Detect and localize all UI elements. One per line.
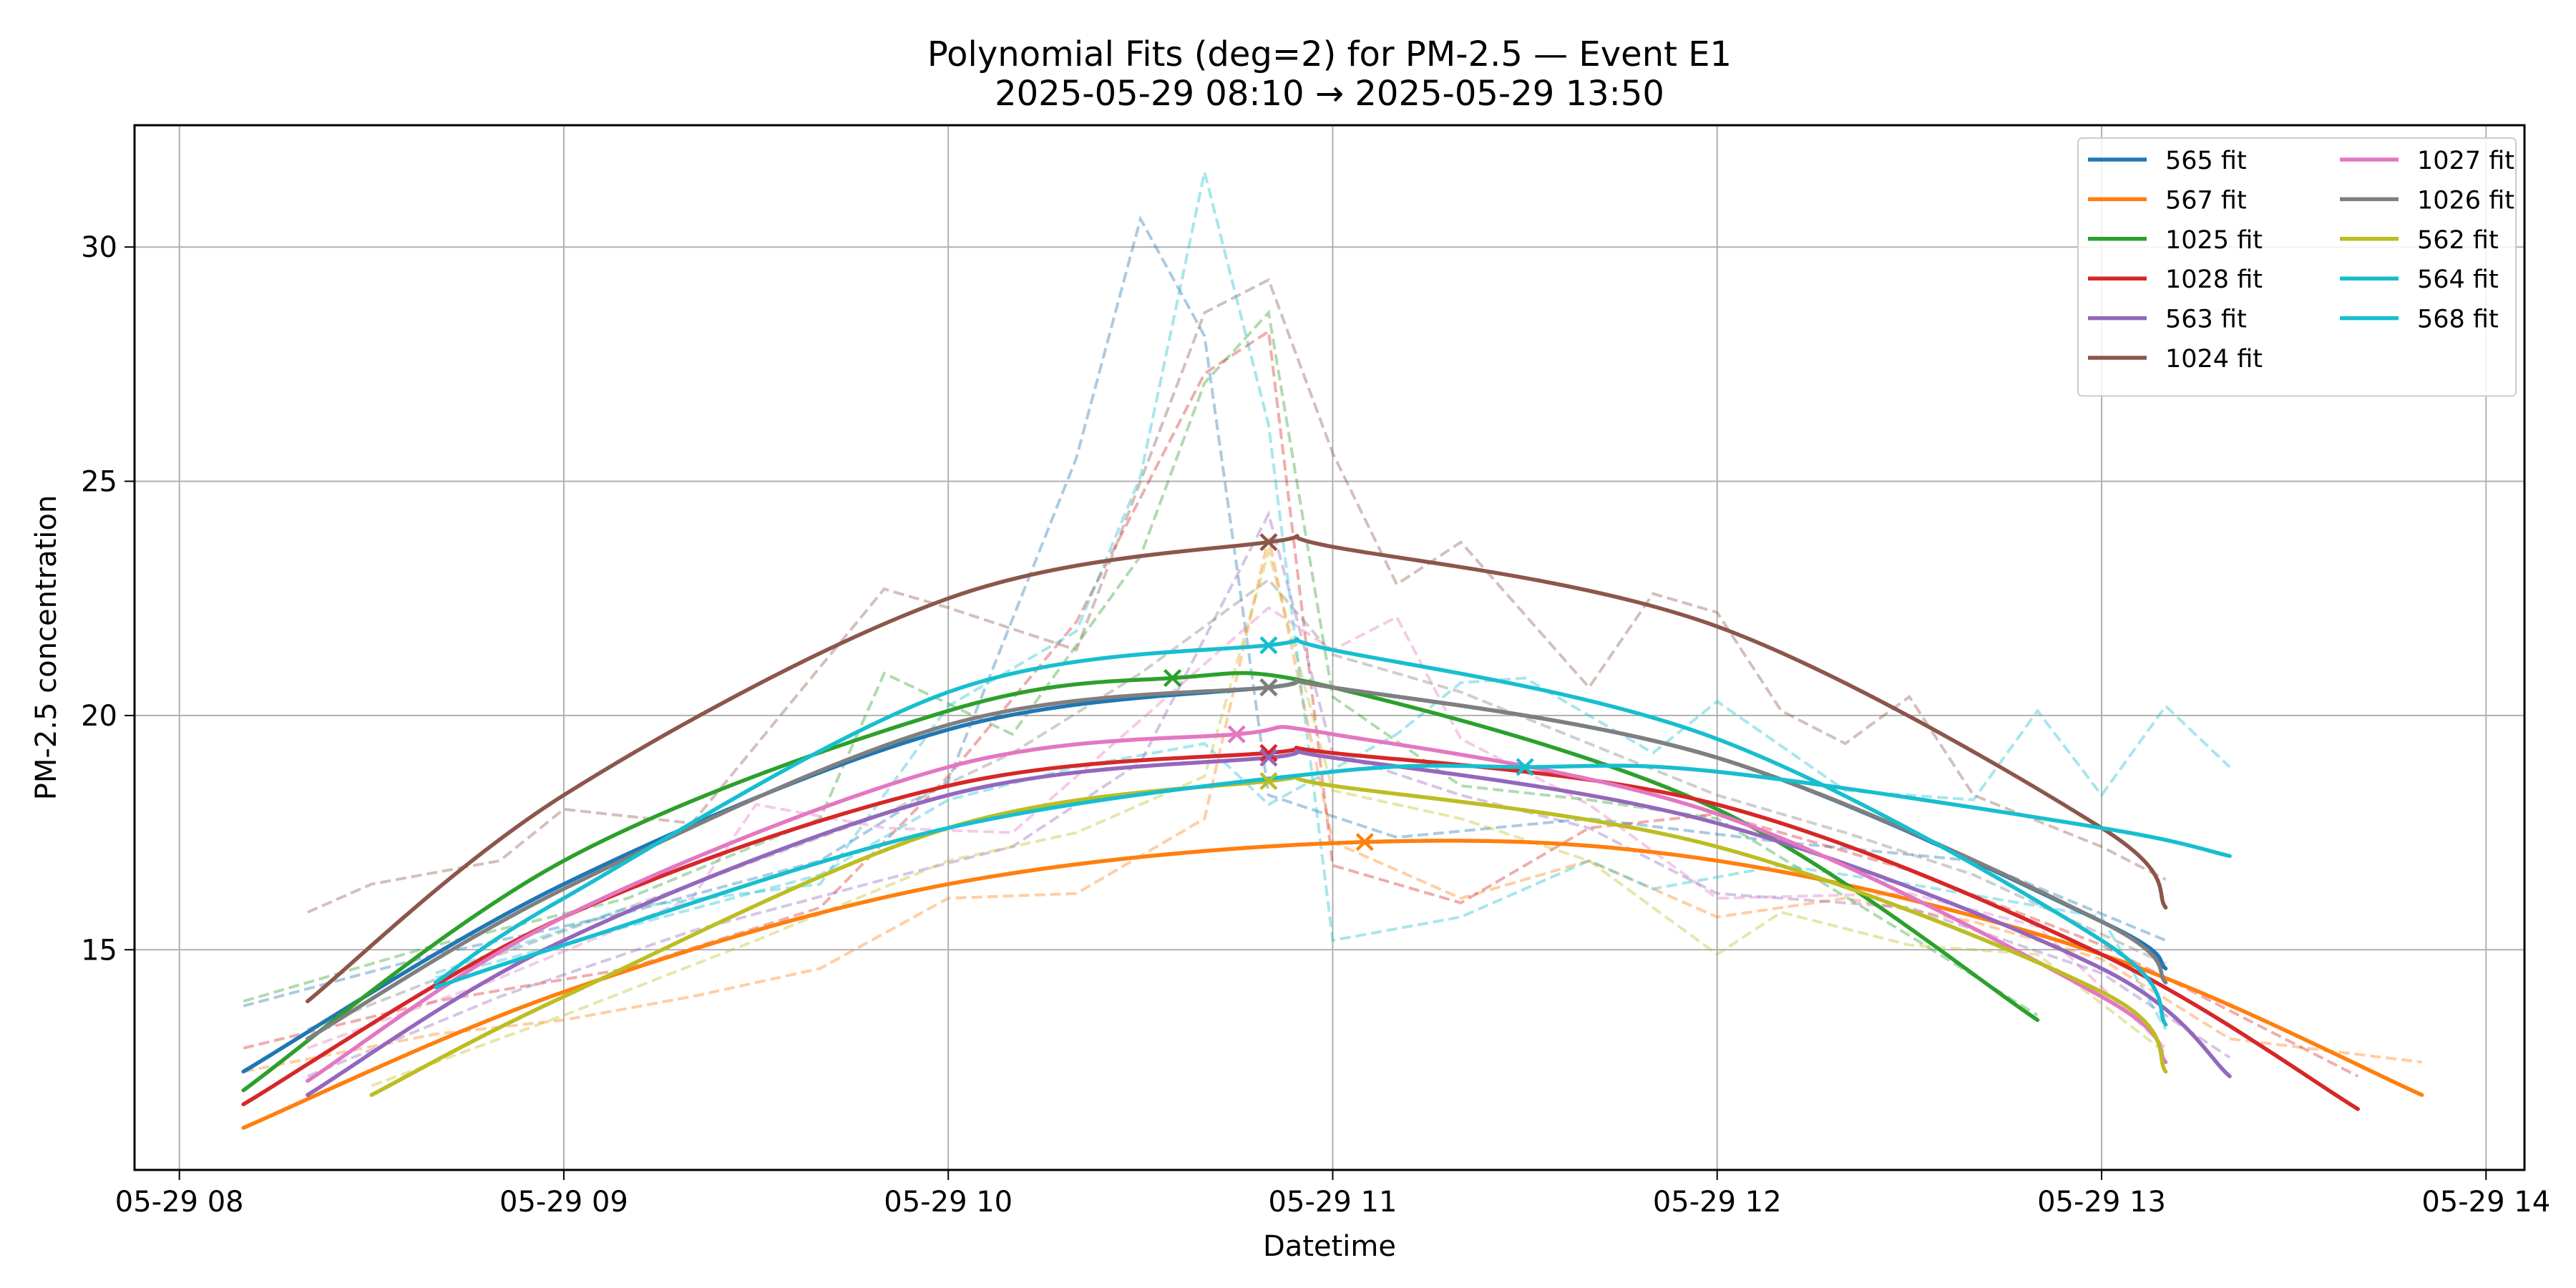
y-tick-label: 30 xyxy=(81,231,117,264)
chart-subtitle: 2025-05-29 08:10 → 2025-05-29 13:50 xyxy=(995,74,1664,114)
fit-curves xyxy=(241,534,2424,1130)
peak-marker-stroke xyxy=(1259,636,1278,655)
x-tick-label: 05-29 12 xyxy=(1653,1186,1782,1219)
legend-entry-label: 568 fit xyxy=(2417,306,2499,334)
chart-title: Polynomial Fits (deg=2) for PM-2.5 — Eve… xyxy=(927,34,1732,74)
legend-entry-label: 565 fit xyxy=(2165,147,2247,175)
fit-line-563 xyxy=(306,748,2232,1097)
raw-line-565 xyxy=(243,215,2167,1008)
fit-line-568 xyxy=(434,763,2232,990)
plot-frame xyxy=(133,124,2526,1171)
fit-line-564 xyxy=(434,637,2168,1027)
legend-entry-label: 562 fit xyxy=(2417,226,2499,255)
peak-markers xyxy=(1163,533,1534,852)
y-axis-label: PM-2.5 concentration xyxy=(30,495,63,800)
x-tick-label: 05-29 09 xyxy=(499,1186,628,1219)
peak-marker-stroke xyxy=(1259,772,1278,791)
legend-entry-label: 1027 fit xyxy=(2417,147,2514,175)
peak-marker-567 xyxy=(1355,833,1374,852)
y-tick-label: 25 xyxy=(81,466,117,499)
legend-entry-label: 1028 fit xyxy=(2165,265,2263,294)
legend-entry-label: 1025 fit xyxy=(2165,226,2263,255)
legend: 565 fit 567 fit 1025 fit 1028 fit 563 fit 102… xyxy=(2077,137,2517,397)
raw-line-1027 xyxy=(307,605,2167,1050)
peak-marker-stroke xyxy=(1259,533,1278,552)
x-tick-label: 05-29 10 xyxy=(884,1186,1013,1219)
y-axis-ticks: 15 20 25 30 xyxy=(81,231,135,967)
legend-entry-label: 563 fit xyxy=(2165,306,2247,334)
fit-line-1026 xyxy=(306,678,2168,1041)
peak-marker-1025 xyxy=(1163,668,1182,688)
x-axis-ticks: 05-29 08 05-29 09 05-29 10 05-29 11 05-29 12… xyxy=(115,1170,2550,1219)
peak-marker-568 xyxy=(1516,758,1534,776)
peak-marker-stroke xyxy=(1259,748,1278,767)
y-tick-label: 15 xyxy=(81,934,117,967)
legend-box xyxy=(2077,137,2517,397)
legend-entry-label: 564 fit xyxy=(2417,265,2499,294)
peak-marker-562 xyxy=(1259,772,1278,791)
raw-line-567 xyxy=(243,537,2422,1073)
peak-marker-1024 xyxy=(1259,533,1278,552)
raw-line-1024 xyxy=(306,278,2167,914)
x-axis-label: Datetime xyxy=(1263,1230,1396,1263)
peak-marker-1028 xyxy=(1259,743,1278,762)
peak-marker-1026 xyxy=(1259,678,1278,697)
peak-marker-stroke xyxy=(1259,678,1278,697)
fit-line-1025 xyxy=(241,670,2040,1093)
peak-marker-stroke xyxy=(1259,743,1278,762)
legend-entry-label: 1026 fit xyxy=(2417,186,2514,215)
legend-entry-label: 567 fit xyxy=(2165,186,2247,215)
peak-marker-stroke xyxy=(1355,833,1374,852)
peak-marker-stroke xyxy=(1227,725,1246,743)
peak-marker-564 xyxy=(1259,636,1278,655)
legend-entry-label: 1024 fit xyxy=(2165,345,2263,374)
y-tick-label: 20 xyxy=(81,700,117,733)
peak-marker-563 xyxy=(1259,748,1278,767)
peak-marker-stroke xyxy=(1516,758,1534,776)
x-tick-label: 05-29 08 xyxy=(115,1186,244,1219)
peak-marker-stroke xyxy=(1163,668,1182,688)
x-tick-label: 05-29 13 xyxy=(2037,1186,2166,1219)
fit-line-1024 xyxy=(306,534,2168,1004)
x-tick-label: 05-29 11 xyxy=(1269,1186,1397,1219)
x-tick-label: 05-29 14 xyxy=(2421,1186,2550,1219)
peak-marker-1027 xyxy=(1227,725,1246,743)
fit-line-1027 xyxy=(306,725,2168,1083)
